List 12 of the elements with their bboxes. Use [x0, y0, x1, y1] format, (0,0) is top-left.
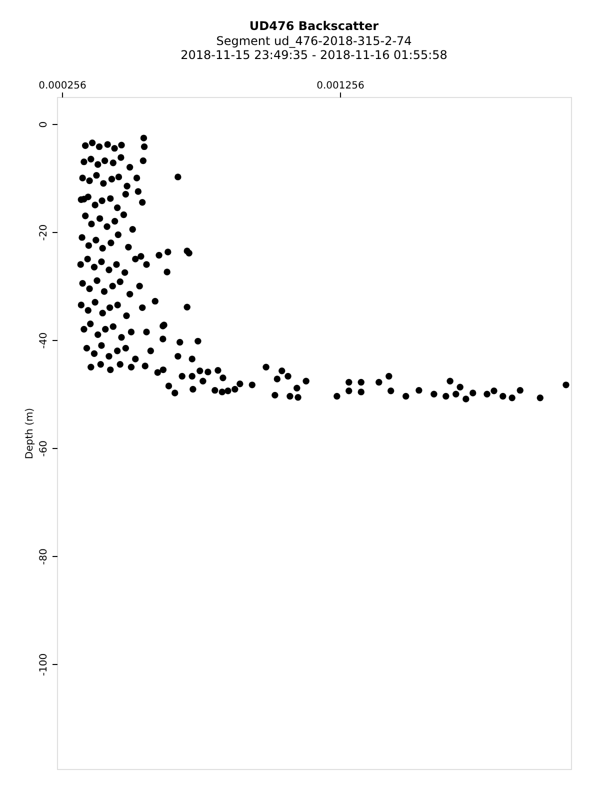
y-tick-label: -40: [38, 332, 50, 349]
y-tick-label: -80: [38, 548, 50, 565]
y-tick-label: -60: [38, 440, 50, 457]
chart-title: UD476 Backscatter: [249, 19, 379, 33]
x-tick-label: 0.000256: [38, 80, 86, 92]
text: 2018-11-15 23:49:35 - 2018-11-16 01:55:58: [180, 48, 448, 62]
x-tick-label: 0.001256: [316, 80, 364, 92]
text: Segment ud_476-2018-315-2-74: [216, 34, 412, 48]
y-tick-label: -20: [38, 224, 50, 241]
y-tick-label: 0: [38, 121, 50, 128]
y-axis-title: Depth (m): [24, 408, 36, 460]
y-tick-label: -100: [38, 653, 50, 676]
